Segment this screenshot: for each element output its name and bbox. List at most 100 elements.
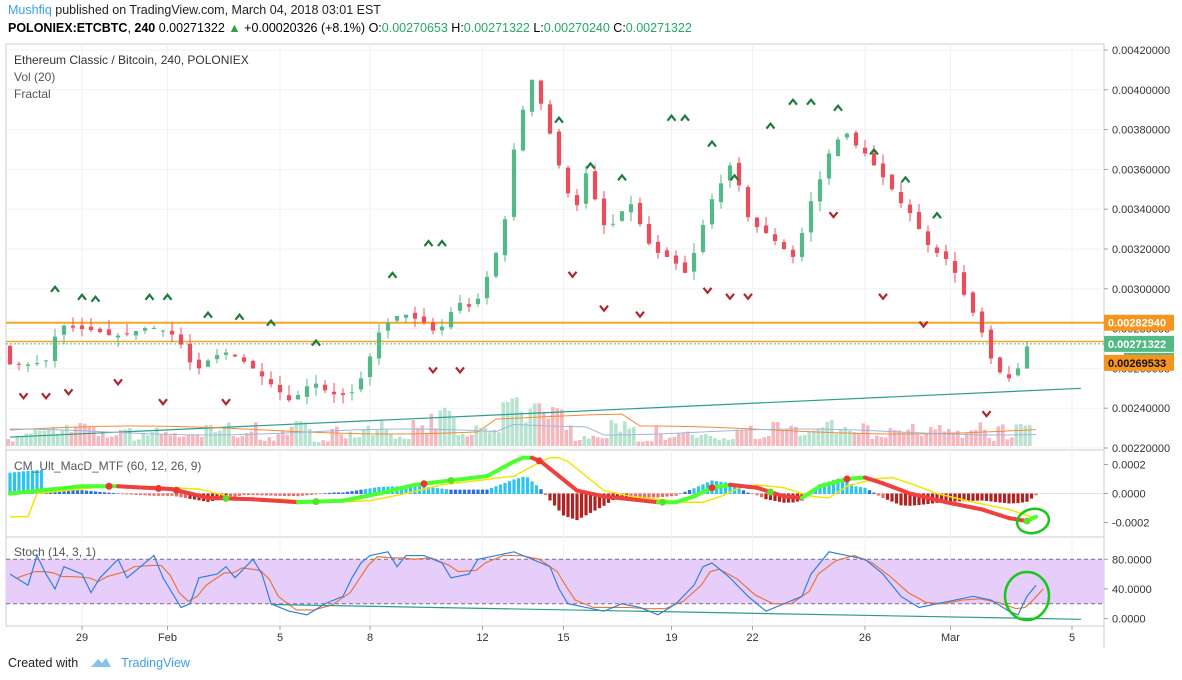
fractal-up-icon — [680, 113, 690, 122]
macd-histogram-bar — [296, 493, 300, 497]
fractal-down-icon — [981, 410, 992, 418]
candle-body — [844, 133, 850, 138]
volume-bar — [33, 430, 38, 446]
volume-bar — [749, 425, 753, 446]
volume-bar — [263, 440, 267, 446]
volume-bar — [776, 422, 780, 446]
x-tick-label: 12 — [476, 632, 488, 644]
macd-histogram-bar — [183, 493, 188, 499]
volume-bar — [456, 435, 461, 446]
x-tick-label: 5 — [277, 632, 283, 644]
macd-histogram-bar — [354, 490, 359, 494]
macd-histogram-bar — [854, 486, 858, 494]
candle-body — [907, 204, 913, 214]
fractal-up-icon — [932, 211, 942, 219]
last-price-tag-bg — [1104, 335, 1174, 352]
macd-histogram-bar — [939, 493, 944, 503]
macd-histogram-bar — [530, 481, 534, 494]
candle-body — [871, 152, 877, 166]
volume-bar — [537, 403, 542, 446]
volume-bar — [569, 425, 573, 446]
macd-histogram-bar — [516, 478, 521, 494]
y-tick-label: 0.00400000 — [1112, 85, 1170, 97]
volume-bar — [168, 435, 173, 446]
stoch-band-fill — [6, 559, 1104, 604]
candle-body — [835, 139, 841, 157]
volume-bar — [24, 433, 29, 446]
candle-body — [52, 336, 58, 361]
candle-body — [43, 360, 49, 362]
fractal-up-icon — [423, 239, 434, 247]
candle-body — [448, 312, 454, 328]
candle-body — [970, 292, 976, 313]
brand-link[interactable]: TradingView — [121, 656, 190, 670]
macd-tick-label: 0.0002 — [1112, 460, 1146, 472]
stoch-trendline — [270, 603, 1082, 620]
author-name[interactable]: Mushfiq — [8, 3, 52, 17]
volume-bar — [83, 423, 87, 446]
volume-bar — [888, 428, 893, 446]
volume-bar — [402, 438, 407, 446]
macd-cross-dot — [105, 482, 113, 490]
volume-bar — [816, 428, 821, 446]
candle-body — [124, 333, 130, 335]
macd-histogram-bar — [345, 491, 350, 494]
volume-bar — [294, 421, 299, 446]
macd-histogram-bar — [453, 489, 458, 494]
volume-bar — [488, 432, 492, 446]
last-price: 0.00271322 — [158, 21, 225, 35]
macd-histogram-bar — [332, 492, 336, 494]
o-label: O: — [368, 21, 382, 35]
candle-body — [1006, 374, 1012, 379]
volume-bar — [533, 403, 537, 446]
candle-body — [511, 149, 517, 217]
macd-histogram-bar — [872, 492, 876, 494]
time-axis[interactable]: 29 Feb 5 8 12 15 19 22 26 Mar 5 — [76, 626, 1075, 644]
candle-body — [169, 330, 175, 335]
volume-bar — [686, 431, 690, 446]
candle-body — [736, 162, 742, 186]
y-tick-label: 0.00300000 — [1112, 284, 1170, 296]
volume-bar — [245, 433, 249, 446]
volume-bar — [362, 429, 366, 446]
macd-histogram-bar — [35, 470, 39, 494]
macd-histogram-bar — [741, 490, 746, 494]
macd-histogram-bar — [485, 489, 489, 494]
macd-histogram-bar — [989, 493, 993, 502]
fractal-up-icon — [585, 161, 596, 170]
candle-body — [961, 272, 967, 295]
candle-body — [34, 363, 40, 365]
annotation-circles — [1003, 507, 1051, 622]
candle-body — [412, 312, 418, 319]
candle-body — [565, 167, 571, 194]
macd-histogram-bar — [827, 481, 831, 494]
macd-histogram-bar — [75, 490, 80, 494]
volume-bar — [60, 429, 65, 446]
macd-histogram-bar — [669, 493, 674, 497]
candle-body — [214, 355, 220, 360]
fractal-up-icon — [90, 294, 101, 303]
volume-bar — [128, 427, 132, 446]
price-axis[interactable]: 0.00420000 0.00400000 0.00380000 0.00360000… — [1104, 45, 1170, 626]
macd-histogram-bar — [836, 478, 840, 494]
y-tick-label: 0.00340000 — [1112, 204, 1170, 216]
volume-bar — [177, 436, 182, 446]
volume-bar — [636, 441, 641, 446]
macd-histogram-bar — [120, 493, 125, 495]
macd-histogram-bar — [993, 493, 998, 502]
volume-bar — [65, 424, 69, 446]
y-tick-label: 0.00220000 — [1112, 443, 1170, 455]
stoch-tick-label: 80.0000 — [1112, 554, 1152, 566]
macd-histogram-bar — [903, 493, 908, 506]
volume-bar — [6, 439, 11, 446]
volume-bar — [564, 429, 569, 446]
volume-bar — [150, 431, 155, 446]
volume-bar — [29, 433, 33, 446]
macd-histogram-bar — [764, 493, 768, 500]
tradingview-logo-icon — [90, 658, 111, 667]
candle-body — [394, 315, 400, 321]
macd-histogram-bar — [831, 480, 836, 494]
macd-histogram-bar — [404, 485, 408, 494]
macd-histogram-bar — [1020, 493, 1025, 503]
